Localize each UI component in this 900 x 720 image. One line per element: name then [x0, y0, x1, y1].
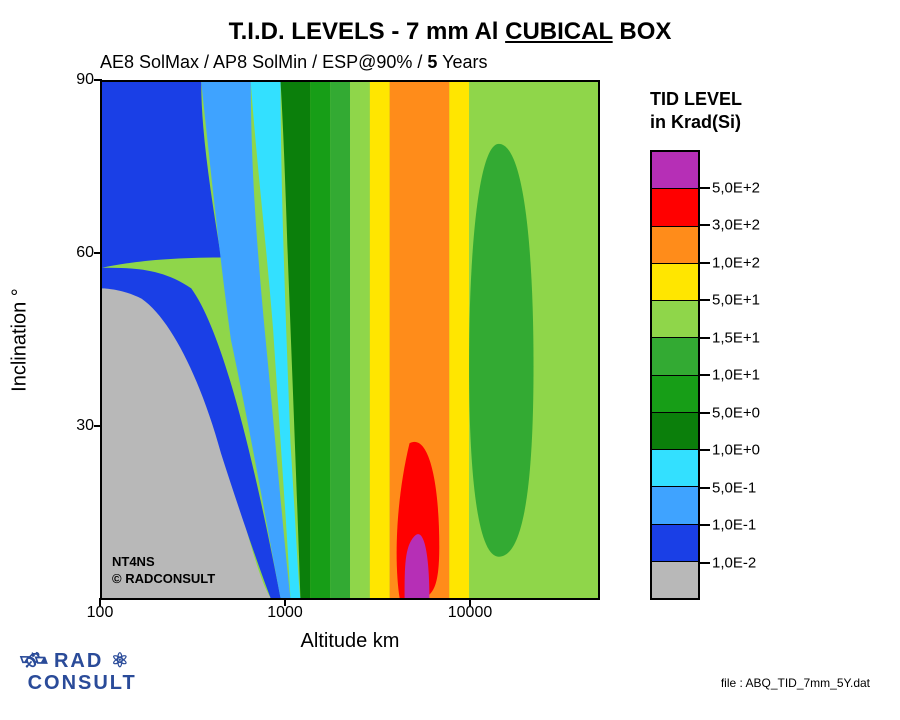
x-axis-label: Altitude km	[100, 630, 600, 653]
colorbar-label: 1,0E-1	[712, 517, 756, 534]
logo-line1: RAD	[54, 650, 103, 672]
contour-green2	[310, 82, 330, 598]
legend-title: TID LEVEL in Krad(Si)	[650, 88, 742, 135]
plot-annotation: NT4NS © RADCONSULT	[112, 554, 215, 588]
colorbar-tick	[700, 412, 710, 414]
colorbar-seg	[652, 413, 698, 450]
colorbar	[650, 150, 700, 600]
colorbar-tick	[700, 337, 710, 339]
colorbar-seg	[652, 487, 698, 524]
ytick-30: 30	[64, 417, 94, 435]
colorbar-tick	[700, 224, 710, 226]
colorbar-tick	[700, 262, 710, 264]
colorbar-seg	[652, 338, 698, 375]
colorbar-seg	[652, 376, 698, 413]
figure-page: T.I.D. LEVELS - 7 mm Al CUBICAL BOX AE8 …	[0, 0, 900, 720]
colorbar-seg	[652, 450, 698, 487]
colorbar-label: 1,0E+0	[712, 442, 760, 459]
annot-line1: NT4NS	[112, 554, 215, 571]
logo-line2: CONSULT	[28, 672, 137, 694]
contour-svg	[102, 82, 598, 598]
colorbar-tick	[700, 299, 710, 301]
title-underlined: CUBICAL	[505, 18, 613, 45]
xtick-10000: 10000	[448, 604, 493, 622]
atom-icon: ⚛	[111, 650, 131, 672]
colorbar-seg	[652, 301, 698, 338]
subtitle-pre: AE8 SolMax / AP8 SolMin / ESP@90% /	[100, 52, 427, 72]
subtitle-bold: 5	[427, 52, 437, 72]
file-footnote: file : ABQ_TID_7mm_5Y.dat	[721, 676, 870, 690]
xtick-100: 100	[87, 604, 114, 622]
subtitle-post: Years	[437, 52, 487, 72]
xtick-1000: 1000	[267, 604, 303, 622]
colorbar-seg	[652, 525, 698, 562]
colorbar-seg	[652, 227, 698, 264]
ytick-90: 90	[64, 71, 94, 89]
legend-title-1: TID LEVEL	[650, 89, 742, 109]
chart-subtitle: AE8 SolMax / AP8 SolMin / ESP@90% / 5 Ye…	[100, 52, 487, 73]
colorbar-label: 1,5E+1	[712, 329, 760, 346]
colorbar-tick	[700, 562, 710, 564]
colorbar-label: 5,0E+2	[712, 179, 760, 196]
colorbar-label: 5,0E+0	[712, 404, 760, 421]
colorbar-tick	[700, 187, 710, 189]
colorbar-label: 1,0E+2	[712, 254, 760, 271]
y-axis-label: Inclination °	[9, 288, 32, 392]
legend-title-2: in Krad(Si)	[650, 112, 741, 132]
colorbar-label: 5,0E+1	[712, 292, 760, 309]
colorbar-seg	[652, 152, 698, 189]
contour-greenvoid	[469, 144, 533, 557]
radconsult-logo: 🛰RAD ⚛ CONSULT	[20, 648, 137, 694]
colorbar-tick	[700, 449, 710, 451]
ytick-60: 60	[64, 244, 94, 262]
colorbar-label: 1,0E+1	[712, 367, 760, 384]
colorbar-tick	[700, 524, 710, 526]
title-post: BOX	[613, 18, 672, 45]
contour-plot: NT4NS © RADCONSULT	[100, 80, 600, 600]
colorbar-label: 1,0E-2	[712, 554, 756, 571]
colorbar-seg	[652, 264, 698, 301]
colorbar-seg	[652, 562, 698, 598]
annot-line2: © RADCONSULT	[112, 571, 215, 588]
title-pre: T.I.D. LEVELS - 7 mm Al	[229, 18, 506, 45]
chart-title: T.I.D. LEVELS - 7 mm Al CUBICAL BOX	[0, 18, 900, 46]
colorbar-label: 5,0E-1	[712, 479, 756, 496]
colorbar-label: 3,0E+2	[712, 217, 760, 234]
colorbar-tick	[700, 374, 710, 376]
colorbar-seg	[652, 189, 698, 226]
colorbar-tick	[700, 487, 710, 489]
